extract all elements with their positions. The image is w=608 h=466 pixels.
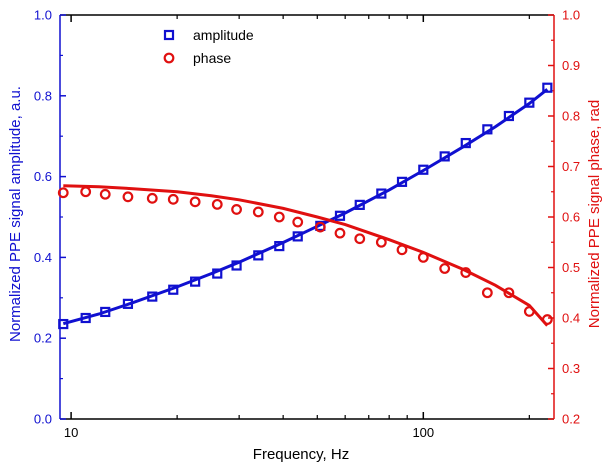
amplitude-point: [147, 291, 158, 302]
amplitude-point: [439, 151, 450, 162]
right-y-tick-label: 0.2: [562, 412, 580, 427]
left-y-tick-label: 0.4: [34, 250, 52, 265]
amplitude-point: [354, 199, 365, 210]
phase-point: [523, 306, 535, 317]
phase-point: [80, 186, 92, 198]
phase-point: [460, 267, 472, 278]
phase-point: [252, 206, 264, 218]
amplitude-point: [482, 124, 493, 135]
phase-point: [396, 244, 408, 256]
right-y-tick-label: 0.4: [562, 311, 580, 326]
right-y-tick-label: 0.6: [562, 210, 580, 225]
legend: amplitude phase: [163, 27, 254, 66]
amplitude-point: [80, 312, 91, 324]
right-y-tick-label: 0.7: [562, 159, 580, 174]
right-y-tick-label: 0.3: [562, 361, 580, 376]
amplitude-point: [122, 298, 134, 309]
amplitude-point: [542, 82, 553, 93]
phase-point: [439, 263, 451, 274]
phase-point: [541, 314, 553, 325]
amplitude-point: [418, 164, 429, 175]
amplitude-point: [334, 210, 346, 221]
phase-point: [273, 211, 285, 223]
amplitude-point: [274, 240, 285, 252]
amplitude-point: [168, 284, 179, 295]
phase-point: [503, 287, 515, 299]
legend-phase-label: phase: [193, 50, 231, 66]
amplitude-point: [253, 250, 264, 261]
phase-point: [417, 251, 429, 263]
phase-fit-line: [63, 184, 549, 327]
amplitude-point: [460, 137, 471, 149]
right-y-tick-label: 0.5: [562, 260, 580, 275]
phase-point: [292, 216, 304, 228]
phase-point: [57, 187, 69, 199]
amplitude-point: [100, 306, 111, 318]
phase-point: [211, 198, 223, 210]
left-y-tick-label: 0.6: [34, 169, 52, 184]
amplitude-point: [212, 268, 223, 279]
x-tick-label: 100: [412, 425, 434, 440]
amplitude-point: [292, 231, 303, 242]
left-y-tick-label: 1.0: [34, 8, 52, 23]
amplitude-point: [503, 110, 515, 122]
left-y-tick-label: 0.2: [34, 331, 52, 346]
phase-point: [354, 233, 366, 245]
right-y-axis-label: Normalized PPE signal phase, rad: [586, 100, 603, 328]
amplitude-point: [376, 188, 387, 199]
phase-point: [99, 188, 111, 200]
phase-point: [122, 191, 134, 203]
right-y-tick-label: 1.0: [562, 8, 580, 23]
left-y-tick-label: 0.0: [34, 412, 52, 427]
right-y-tick-label: 0.9: [562, 58, 580, 73]
amplitude-point: [190, 276, 201, 287]
left-y-axis-label: Normalized PPE signal amplitude, a.u.: [7, 86, 24, 342]
phase-point: [375, 236, 387, 248]
phase-point: [167, 193, 179, 205]
amplitude-point: [524, 97, 535, 108]
amplitude-point: [396, 176, 408, 187]
legend-phase-marker: [163, 52, 175, 64]
legend-amplitude-label: amplitude: [193, 27, 254, 43]
amplitude-point: [58, 318, 69, 330]
phase-point: [334, 227, 346, 239]
phase-point: [481, 287, 493, 299]
phase-point: [146, 192, 158, 204]
x-tick-label: 10: [64, 425, 78, 440]
amplitude-point: [231, 260, 242, 271]
phase-point: [189, 196, 201, 208]
legend-amplitude-marker: [163, 29, 175, 41]
right-y-tick-label: 0.8: [562, 109, 580, 124]
phase-point: [231, 204, 242, 215]
x-axis-label: Frequency, Hz: [253, 446, 349, 463]
amplitude-fit-line: [62, 88, 549, 326]
left-y-tick-label: 0.8: [34, 88, 52, 103]
phase-point: [314, 221, 326, 233]
